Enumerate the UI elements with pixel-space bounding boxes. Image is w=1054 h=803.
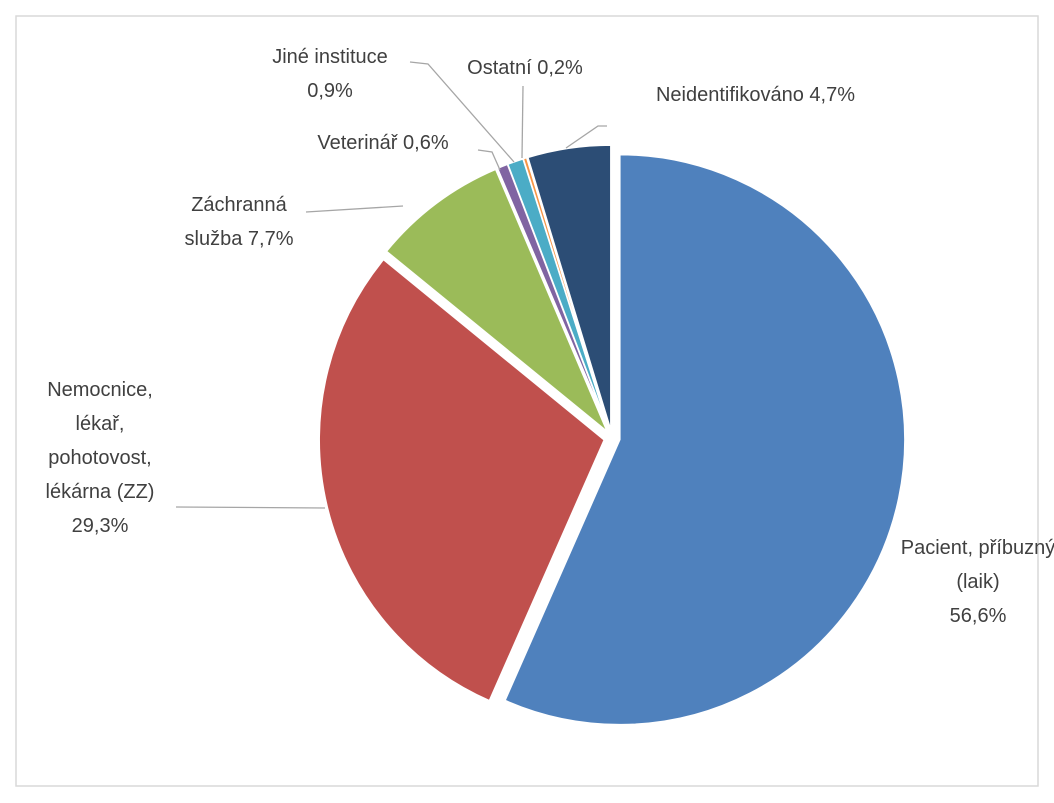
leader-line [477,149,501,171]
category-name: Neidentifikováno [655,84,804,106]
value-label: 29,3% [71,515,129,537]
value-label: 0,9% [307,80,353,102]
category-name: Veterinář [317,132,398,154]
slice-label: Jiné instituce 0,9% [255,40,405,108]
slice-label: Ostatní 0,2% [440,51,610,85]
category-name: Nemocnice, lékař, pohotovost, lékárna (Z… [45,379,155,503]
pie-slice [526,144,612,431]
leader-line [565,125,607,149]
category-name: Pacient, příbuzný (laik) [900,537,1054,593]
category-name: Jiné instituce [272,46,388,68]
category-name: Ostatní [467,57,532,79]
slice-label: Záchranná služba 7,7% [165,188,313,256]
slice-label: Nemocnice, lékař, pohotovost, lékárna (Z… [25,373,175,543]
leader-line [305,205,404,213]
pie-slice [504,153,906,726]
value-label: 0,2% [537,57,583,79]
slice-label: Veterinář 0,6% [288,126,478,160]
category-name: Záchranná služba [184,194,287,250]
value-label: 7,7% [247,228,294,250]
value-label: 4,7% [809,84,856,106]
pie-slice [318,258,606,702]
pie-slice [385,168,608,433]
slice-label: Pacient, příbuzný (laik) 56,6% [898,531,1054,633]
value-label: 56,6% [949,605,1007,627]
leader-line [175,506,326,509]
leader-line [521,85,524,159]
pie-slice [522,156,611,431]
slice-label: Neidentifikováno 4,7% [613,78,898,112]
leader-line [409,61,515,163]
value-label: 0,6% [403,132,449,154]
